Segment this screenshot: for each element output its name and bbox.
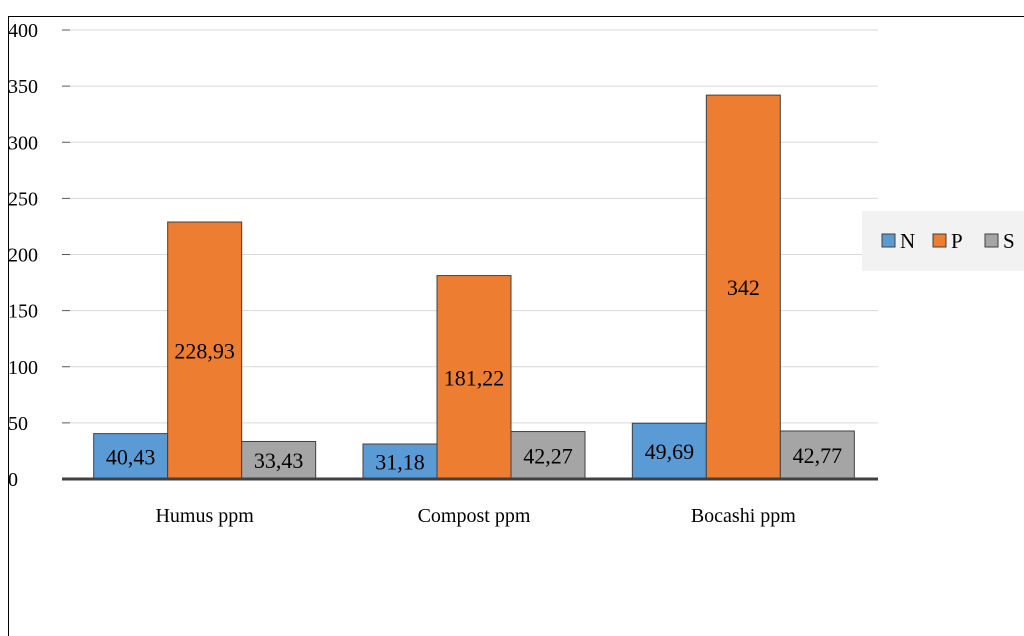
category-label: Compost ppm xyxy=(418,505,531,527)
data-label: 42,77 xyxy=(793,443,843,468)
y-tick-label: 200 xyxy=(8,245,38,267)
y-tick-label: 300 xyxy=(8,132,38,154)
y-tick-label: 250 xyxy=(8,188,38,210)
y-tick-label: 50 xyxy=(8,413,28,435)
y-axis-ticks: 0 50 100 150 200 250 300 350 400 xyxy=(8,20,70,491)
legend-label-n: N xyxy=(900,229,915,253)
y-tick-label: 0 xyxy=(8,469,18,491)
y-tick-label: 350 xyxy=(8,76,38,98)
bar-s xyxy=(510,431,586,480)
category-label: Bocashi ppm xyxy=(691,505,796,527)
bar-n xyxy=(631,422,707,480)
x-axis-category-labels: Humus ppm Compost ppm Bocashi ppm xyxy=(155,505,796,527)
data-label: 42,27 xyxy=(523,443,573,468)
chart-frame xyxy=(8,16,1024,636)
data-labels: 40,43 228,93 33,43 31,18 181,22 42,27 49,69 342… xyxy=(106,275,842,474)
data-label: 342 xyxy=(727,275,760,300)
legend-swatch-p xyxy=(932,233,947,248)
bar-p xyxy=(705,94,781,480)
category-label: Humus ppm xyxy=(155,505,254,527)
legend-swatch-s xyxy=(984,233,999,248)
y-tick-label: 100 xyxy=(8,357,38,379)
legend-swatch-n xyxy=(881,233,896,248)
legend-label-s: S xyxy=(1003,229,1015,253)
y-tick-label: 150 xyxy=(8,301,38,323)
bar-n xyxy=(362,443,438,480)
y-tick-label: 400 xyxy=(8,20,38,42)
data-label: 49,69 xyxy=(645,439,695,464)
data-label: 40,43 xyxy=(106,444,156,469)
bar-s xyxy=(779,430,855,480)
data-label: 228,93 xyxy=(174,339,235,364)
bar-p xyxy=(436,275,512,480)
legend-label-p: P xyxy=(951,229,963,253)
data-label: 181,22 xyxy=(444,365,505,390)
data-label: 33,43 xyxy=(254,448,304,473)
data-label: 31,18 xyxy=(375,450,425,475)
bars xyxy=(93,94,855,480)
